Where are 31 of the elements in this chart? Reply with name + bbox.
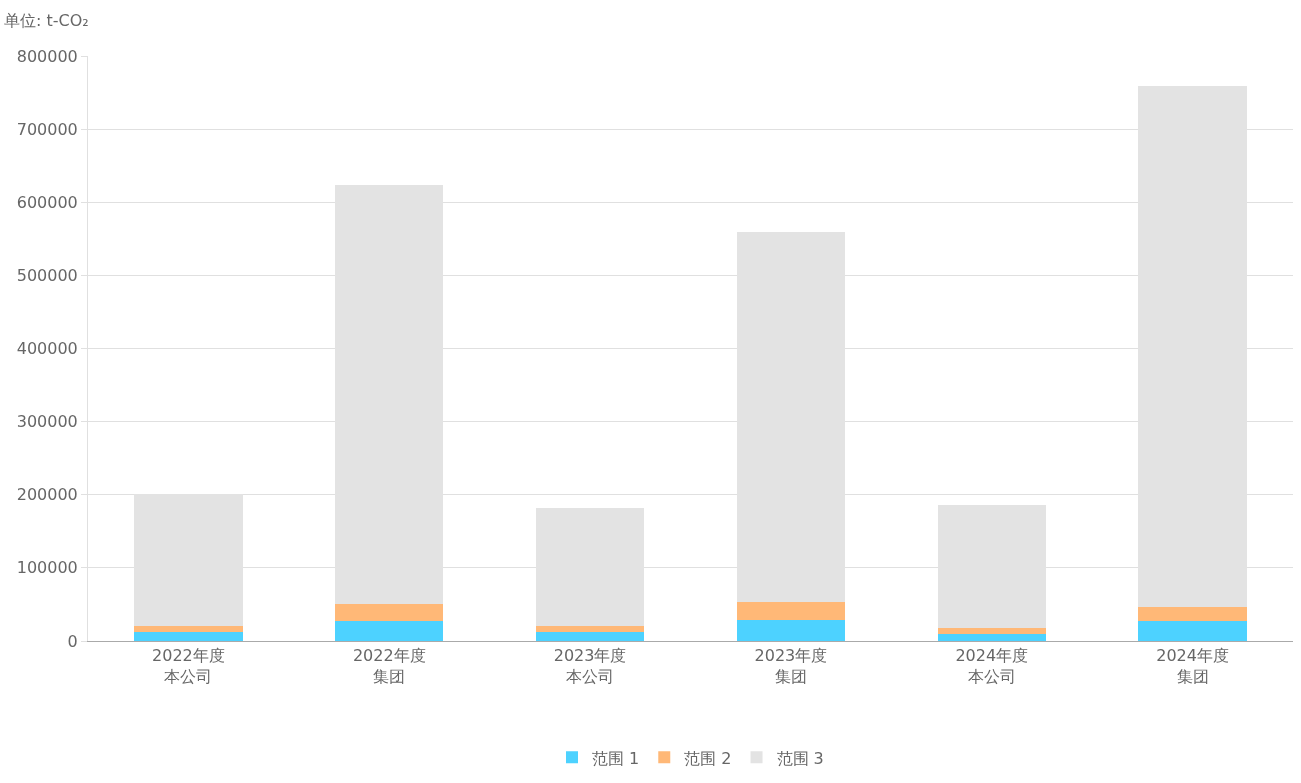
legend-label: 范围 1: [592, 748, 640, 768]
legend-label: 范围 3: [776, 748, 824, 768]
y-tick-label: 300000: [16, 412, 78, 432]
x-tick-label: 2023年度本公司: [553, 646, 627, 686]
bar: [1138, 621, 1247, 641]
x-tick-label: 2024年度本公司: [955, 646, 1029, 686]
bar: [1138, 606, 1247, 622]
bar: [736, 601, 846, 620]
y-tick-label: 700000: [16, 119, 78, 139]
bar: [134, 625, 243, 633]
y-tick-label: 800000: [16, 46, 78, 66]
bar: [335, 604, 444, 622]
bar: [937, 627, 1046, 634]
bar: [535, 625, 645, 633]
y-tick-label: 400000: [16, 339, 78, 359]
y-tick-label: 0: [67, 631, 78, 651]
bar: [134, 632, 243, 641]
y-tick-label: 100000: [16, 558, 78, 578]
legend-label: 范围 2: [684, 748, 732, 768]
x-tick-label: 2024年度集团: [1156, 646, 1229, 686]
bar: [335, 621, 444, 641]
x-tick-label: 2023年度集团: [754, 646, 828, 686]
y-tick-label: 200000: [16, 485, 78, 505]
bar: [736, 619, 846, 641]
x-tick-label: 2022年度本公司: [152, 646, 225, 686]
bar: [535, 632, 645, 641]
y-axis-title: 单位: t-CO₂: [4, 11, 89, 30]
y-tick-label: 500000: [16, 265, 78, 285]
x-tick-label: 2022年度集团: [352, 646, 426, 686]
bar: [937, 633, 1046, 641]
y-tick-label: 600000: [16, 192, 78, 212]
